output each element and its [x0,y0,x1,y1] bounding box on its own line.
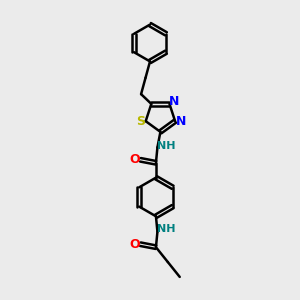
Text: N: N [169,95,179,108]
Text: O: O [130,153,140,166]
Text: NH: NH [157,140,176,151]
Text: NH: NH [157,224,176,234]
Text: O: O [130,238,140,251]
Text: S: S [136,115,145,128]
Text: N: N [176,115,186,128]
